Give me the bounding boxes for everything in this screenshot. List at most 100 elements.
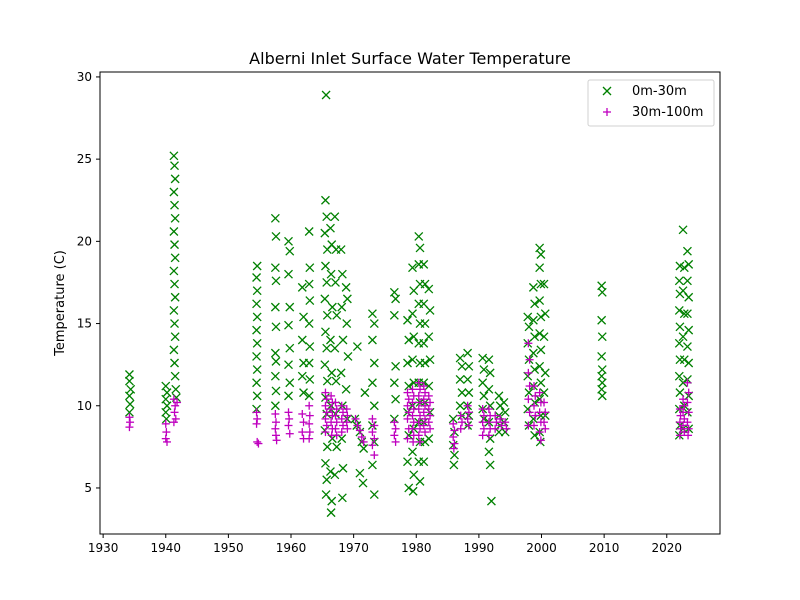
data-point bbox=[253, 437, 262, 446]
x-tick-label: 1960 bbox=[276, 541, 307, 555]
data-point bbox=[496, 414, 505, 423]
data-point bbox=[336, 245, 346, 255]
data-point bbox=[531, 411, 540, 420]
data-point bbox=[449, 460, 459, 470]
data-point bbox=[457, 418, 466, 427]
data-point bbox=[535, 388, 544, 397]
data-point bbox=[299, 388, 308, 398]
data-point bbox=[170, 371, 180, 381]
data-point bbox=[684, 325, 694, 335]
data-point bbox=[322, 277, 332, 287]
data-point bbox=[321, 490, 331, 500]
data-point bbox=[540, 418, 549, 427]
x-tick-label: 1940 bbox=[150, 541, 181, 555]
data-point bbox=[455, 401, 465, 411]
data-point bbox=[169, 227, 179, 236]
data-point bbox=[419, 259, 429, 269]
data-point bbox=[536, 312, 546, 322]
data-point bbox=[597, 332, 607, 342]
data-point bbox=[322, 212, 332, 222]
data-point bbox=[536, 345, 546, 355]
data-point bbox=[502, 424, 511, 433]
data-point bbox=[359, 437, 368, 446]
data-point bbox=[343, 351, 353, 361]
data-point bbox=[679, 263, 689, 273]
data-point bbox=[674, 371, 684, 381]
data-point bbox=[252, 419, 261, 428]
data-point bbox=[484, 355, 494, 365]
data-point bbox=[332, 431, 341, 440]
data-point bbox=[161, 414, 171, 424]
data-point bbox=[272, 436, 281, 445]
data-point bbox=[539, 388, 549, 398]
data-point bbox=[305, 296, 315, 305]
data-point bbox=[341, 282, 351, 292]
data-point bbox=[169, 418, 178, 427]
y-tick-label: 5 bbox=[84, 481, 92, 495]
data-point bbox=[270, 213, 280, 223]
data-point bbox=[298, 428, 307, 437]
data-point bbox=[338, 463, 348, 473]
data-point bbox=[679, 395, 688, 404]
x-tick-label: 2010 bbox=[589, 541, 620, 555]
legend-marker-0m-30m bbox=[602, 86, 612, 96]
data-point bbox=[535, 296, 545, 305]
data-point bbox=[424, 405, 433, 414]
legend-box bbox=[587, 79, 715, 127]
data-point bbox=[419, 395, 428, 404]
data-point bbox=[299, 312, 308, 322]
data-point bbox=[540, 398, 549, 407]
data-point bbox=[330, 212, 340, 222]
y-axis-label: Temperature (C) bbox=[53, 250, 68, 357]
data-point bbox=[491, 424, 500, 433]
data-point bbox=[419, 421, 428, 430]
x-tick-label: 1950 bbox=[213, 541, 244, 555]
data-point bbox=[450, 450, 459, 460]
data-point bbox=[369, 319, 379, 329]
data-point bbox=[252, 351, 262, 361]
data-point bbox=[403, 457, 412, 467]
data-point bbox=[403, 315, 412, 325]
data-point bbox=[284, 391, 293, 401]
data-point bbox=[389, 378, 399, 388]
data-point bbox=[271, 409, 280, 418]
data-point bbox=[170, 408, 179, 417]
data-point bbox=[321, 414, 330, 423]
data-point bbox=[252, 286, 262, 296]
data-point bbox=[426, 424, 435, 433]
data-point bbox=[408, 424, 417, 433]
data-point bbox=[424, 381, 434, 391]
data-point bbox=[170, 358, 179, 368]
data-point bbox=[169, 151, 179, 161]
data-point bbox=[424, 332, 434, 342]
data-point bbox=[342, 319, 352, 329]
data-point bbox=[367, 309, 377, 319]
y-tick-label: 15 bbox=[77, 317, 92, 331]
data-point bbox=[161, 419, 170, 428]
data-point bbox=[170, 319, 179, 329]
data-point bbox=[271, 386, 281, 396]
data-point bbox=[479, 365, 489, 375]
x-tick-label: 1930 bbox=[88, 541, 119, 555]
data-point bbox=[674, 338, 684, 348]
data-point bbox=[252, 338, 262, 348]
legend-marker-30m-100m bbox=[603, 108, 611, 116]
data-point bbox=[494, 391, 504, 401]
data-point bbox=[419, 457, 429, 467]
data-point bbox=[391, 437, 400, 446]
data-point bbox=[331, 398, 340, 407]
data-point bbox=[252, 365, 262, 375]
data-point bbox=[415, 243, 425, 253]
data-point bbox=[355, 468, 365, 478]
data-point bbox=[414, 391, 423, 400]
data-point bbox=[464, 388, 474, 398]
data-point bbox=[535, 428, 544, 437]
data-point bbox=[500, 407, 510, 417]
data-point bbox=[597, 315, 607, 325]
data-point bbox=[169, 345, 179, 355]
data-point bbox=[403, 358, 412, 368]
data-point bbox=[484, 418, 493, 427]
x-tick-label: 1980 bbox=[401, 541, 432, 555]
data-point bbox=[297, 282, 307, 292]
data-point bbox=[425, 305, 435, 315]
